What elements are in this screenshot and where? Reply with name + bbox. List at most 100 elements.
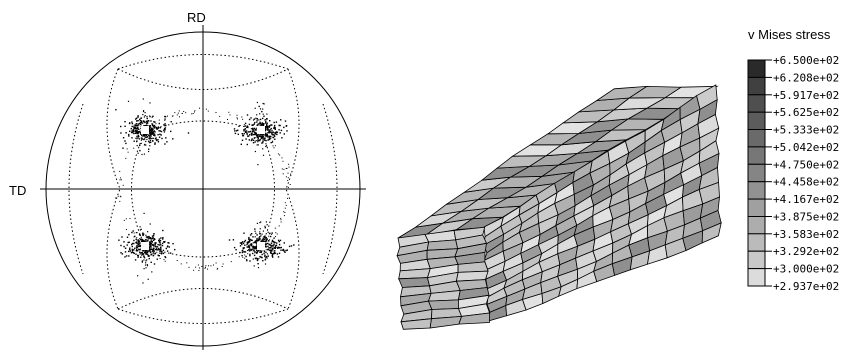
scatter-point [151,116,153,118]
scatter-point [271,133,274,135]
scatter-point [266,136,269,138]
scatter-point [139,244,142,247]
scatter-point [167,245,169,247]
scatter-point [133,140,135,142]
scatter-point [271,129,273,131]
scatter-point [152,237,154,239]
scatter-point [147,122,149,124]
scatter-point [251,124,253,126]
scatter-point [278,124,280,127]
scatter-point [290,173,292,175]
scatter-point [126,244,128,246]
scatter-point [120,244,122,247]
scatter-point [143,268,145,270]
legend-swatch [747,216,766,235]
scatter-point [248,139,250,141]
legend-value: +4.750e+02 [773,158,839,171]
scatter-point [136,141,138,142]
scatter-point [249,248,251,250]
great-circle-arc [144,120,262,133]
scatter-point [140,142,142,144]
scatter-point [259,236,261,238]
scatter-point [275,133,277,135]
scatter-point [261,233,263,235]
scatter-point [274,128,276,130]
texture-peak-marker [257,242,265,250]
scatter-point [144,125,147,127]
scatter-point [144,257,146,259]
scatter-point [139,242,141,244]
scatter-point [154,143,156,145]
scatter-point [265,122,267,124]
scatter-point [136,128,138,130]
scatter-point [254,132,256,135]
scatter-point [134,235,136,238]
scatter-point [275,236,277,237]
scatter-point [249,238,252,241]
scatter-point [263,238,265,240]
scatter-point [263,123,265,125]
scatter-point [132,251,135,254]
scatter-point [266,257,268,259]
scatter-point [264,255,266,258]
scatter-point [148,247,150,250]
scatter-point [264,119,266,121]
scatter-point [171,115,173,117]
scatter-point [243,251,245,253]
scatter-point [237,118,238,120]
scatter-point [132,129,134,131]
scatter-point [265,145,267,148]
scatter-point [150,245,152,248]
scatter-point [140,256,142,258]
scatter-point [247,126,249,128]
scatter-point [263,252,265,254]
scatter-point [155,128,158,130]
scatter-point [251,239,253,242]
scatter-point [150,130,153,133]
scatter-point [266,253,269,255]
scatter-point [253,131,256,133]
scatter-point [255,247,258,249]
scatter-point [261,137,264,139]
scatter-point [148,130,150,133]
scatter-point [149,125,152,127]
scatter-point [217,267,219,269]
scatter-point [139,229,141,231]
scatter-point [180,263,182,265]
scatter-point [277,153,279,155]
scatter-point [280,217,282,219]
scatter-point [287,197,288,199]
scatter-point [251,246,254,248]
scatter-point [246,243,248,246]
scatter-point [255,133,257,136]
scatter-point [154,131,156,133]
scatter-point [138,249,140,251]
scatter-point [132,130,134,132]
scatter-point [128,133,130,136]
scatter-point [168,246,170,248]
scatter-point [138,131,140,133]
scatter-point [260,241,262,243]
scatter-point [124,125,126,127]
scatter-point [264,126,267,128]
scatter-point [270,127,272,130]
scatter-point [255,133,258,135]
scatter-point [164,127,167,129]
scatter-point [131,242,134,245]
scatter-point [146,253,149,255]
scatter-point [157,254,159,257]
scatter-point [246,132,248,134]
scatter-point [152,252,154,254]
scatter-point [269,252,272,254]
scatter-point [247,131,250,133]
scatter-point [280,249,282,251]
scatter-point [133,132,135,135]
scatter-point [159,240,162,242]
scatter-point [131,251,133,253]
scatter-point [138,245,140,247]
scatter-point [274,227,276,229]
scatter-point [136,250,139,252]
scatter-point [251,133,253,135]
scatter-point [255,246,257,249]
scatter-point [259,251,261,253]
